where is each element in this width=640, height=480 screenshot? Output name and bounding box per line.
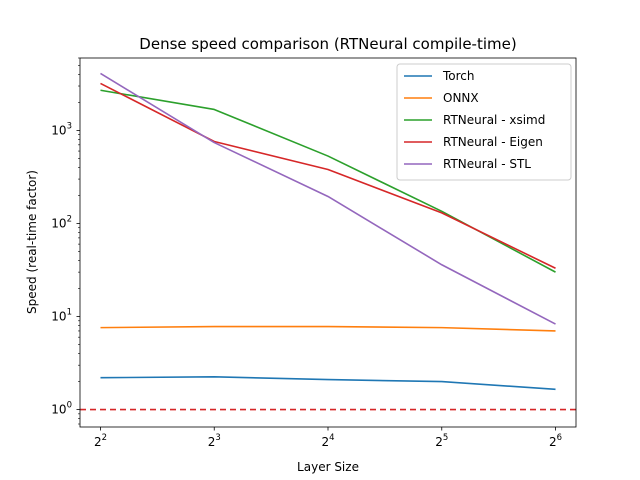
legend-label: RTNeural - STL [443,157,531,171]
y-tick-label: 101 [51,308,72,324]
legend-label: RTNeural - Eigen [443,135,543,149]
series-line-onnx [100,325,556,332]
chart-title: Dense speed comparison (RTNeural compile… [139,35,516,53]
y-tick-label: 103 [51,121,72,137]
x-tick-label: 25 [435,433,448,449]
x-tick-label: 22 [94,433,107,449]
series-line-rtneural-eigen [100,82,556,269]
legend-label: RTNeural - xsimd [443,113,545,127]
y-axis-label: Speed (real-time factor) [25,170,39,314]
y-tick-label: 100 [51,401,72,417]
legend-label: Torch [442,69,475,83]
x-axis-label: Layer Size [297,460,359,474]
legend-box [396,63,572,181]
axes-frame [79,57,577,428]
x-tick-label: 23 [208,433,221,449]
plot-area: 100 101 102 103 22 23 24 25 26 Torch ONNX RTNeural … [51,57,577,449]
y-tick-label: 102 [51,214,72,230]
series-line-torch [100,376,556,391]
legend-label: ONNX [443,91,479,105]
series-line-rtneural-stl [100,72,556,325]
x-tick-label: 24 [321,433,334,449]
x-tick-label: 26 [549,433,562,449]
